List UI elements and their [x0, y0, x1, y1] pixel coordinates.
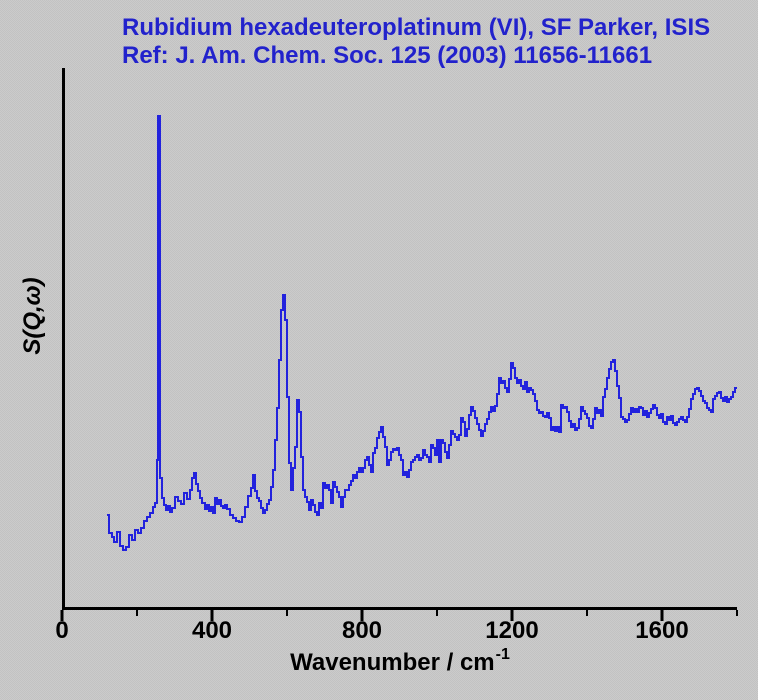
chart-title-block: Rubidium hexadeuteroplatinum (VI), SF Pa… [122, 14, 710, 70]
spectrum-line [107, 115, 737, 552]
chart-subtitle: Ref: J. Am. Chem. Soc. 125 (2003) 11656-… [122, 42, 653, 69]
x-axis-label: Wavenumber / cm-1 [62, 646, 737, 677]
x-tick-label: 0 [55, 617, 69, 644]
x-tick-label: 1600 [635, 617, 689, 644]
x-tick-label: 800 [341, 617, 383, 644]
x-axis-label-exponent: -1 [495, 646, 510, 663]
x-axis-label-text: Wavenumber / cm [290, 649, 495, 676]
y-axis-label: S(Q,ω) [19, 277, 46, 355]
x-tick-label: 400 [191, 617, 233, 644]
x-tick-label: 1200 [485, 617, 539, 644]
chart-title: Rubidium hexadeuteroplatinum (VI), SF Pa… [122, 14, 711, 41]
